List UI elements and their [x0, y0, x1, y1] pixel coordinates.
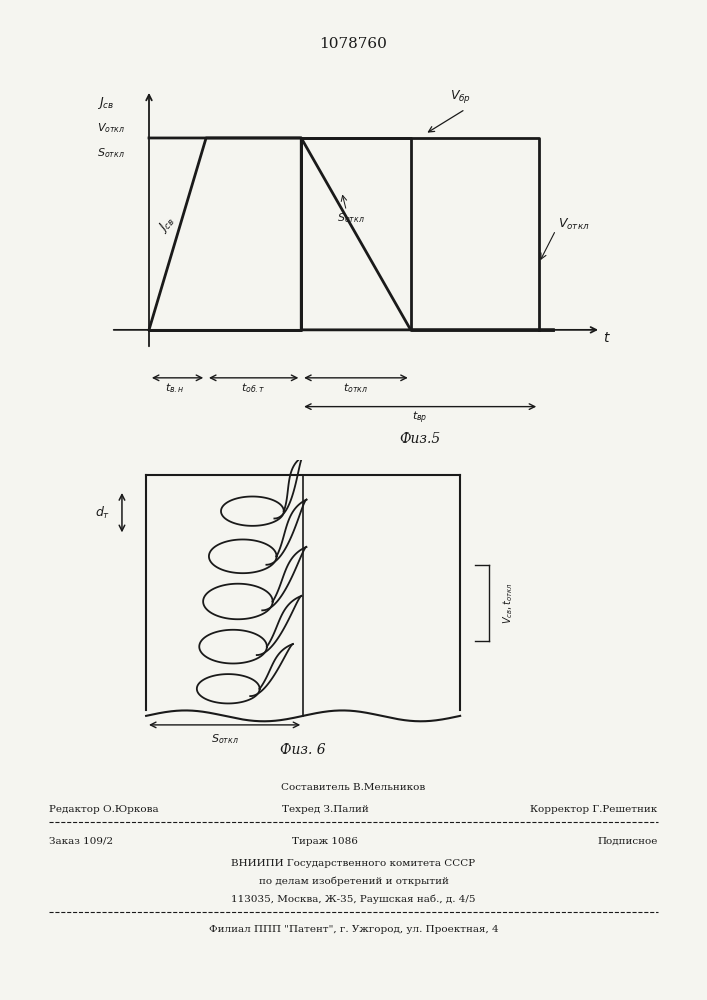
Text: Техред З.Палий: Техред З.Палий [282, 805, 368, 814]
Text: $t_{в.н}$: $t_{в.н}$ [165, 381, 185, 395]
Text: $d_{т}$: $d_{т}$ [95, 505, 110, 521]
Text: Тираж 1086: Тираж 1086 [292, 837, 358, 846]
Text: Физ. 6: Физ. 6 [280, 743, 326, 757]
Text: $S_{откл}$: $S_{откл}$ [211, 732, 238, 746]
Text: Подписное: Подписное [597, 837, 658, 846]
Text: $t_{вр}$: $t_{вр}$ [412, 409, 428, 426]
Text: ВНИИПИ Государственного комитета СССР: ВНИИПИ Государственного комитета СССР [231, 859, 476, 868]
Text: Физ.5: Физ.5 [399, 432, 440, 446]
Text: Составитель В.Мельников: Составитель В.Мельников [281, 783, 426, 792]
Text: $t_{откл}$: $t_{откл}$ [344, 381, 368, 395]
Text: Филиал ППП "Патент", г. Ужгород, ул. Проектная, 4: Филиал ППП "Патент", г. Ужгород, ул. Про… [209, 925, 498, 934]
Text: $S_{откл}$: $S_{откл}$ [337, 212, 365, 225]
Text: $V_{откл}$: $V_{откл}$ [558, 217, 590, 232]
Text: 113035, Москва, Ж-35, Раушская наб., д. 4/5: 113035, Москва, Ж-35, Раушская наб., д. … [231, 894, 476, 904]
Text: $S_{откл}$: $S_{откл}$ [97, 146, 124, 160]
Text: $t_{об.т}$: $t_{об.т}$ [241, 381, 266, 395]
Text: 1078760: 1078760 [320, 37, 387, 51]
Text: Заказ 109/2: Заказ 109/2 [49, 837, 114, 846]
Text: Корректор Г.Решетник: Корректор Г.Решетник [530, 805, 658, 814]
Text: $V_{св},t_{откл}$: $V_{св},t_{откл}$ [501, 582, 515, 624]
Text: $J_{св}$: $J_{св}$ [154, 213, 177, 236]
Text: $J_{св}$: $J_{св}$ [97, 95, 114, 111]
Text: $V_{откл}$: $V_{откл}$ [97, 121, 125, 135]
Text: по делам изобретений и открытий: по делам изобретений и открытий [259, 876, 448, 886]
Text: $t$: $t$ [603, 331, 612, 345]
Text: Редактор О.Юркова: Редактор О.Юркова [49, 805, 159, 814]
Text: $V_{бр}$: $V_{бр}$ [450, 88, 471, 105]
